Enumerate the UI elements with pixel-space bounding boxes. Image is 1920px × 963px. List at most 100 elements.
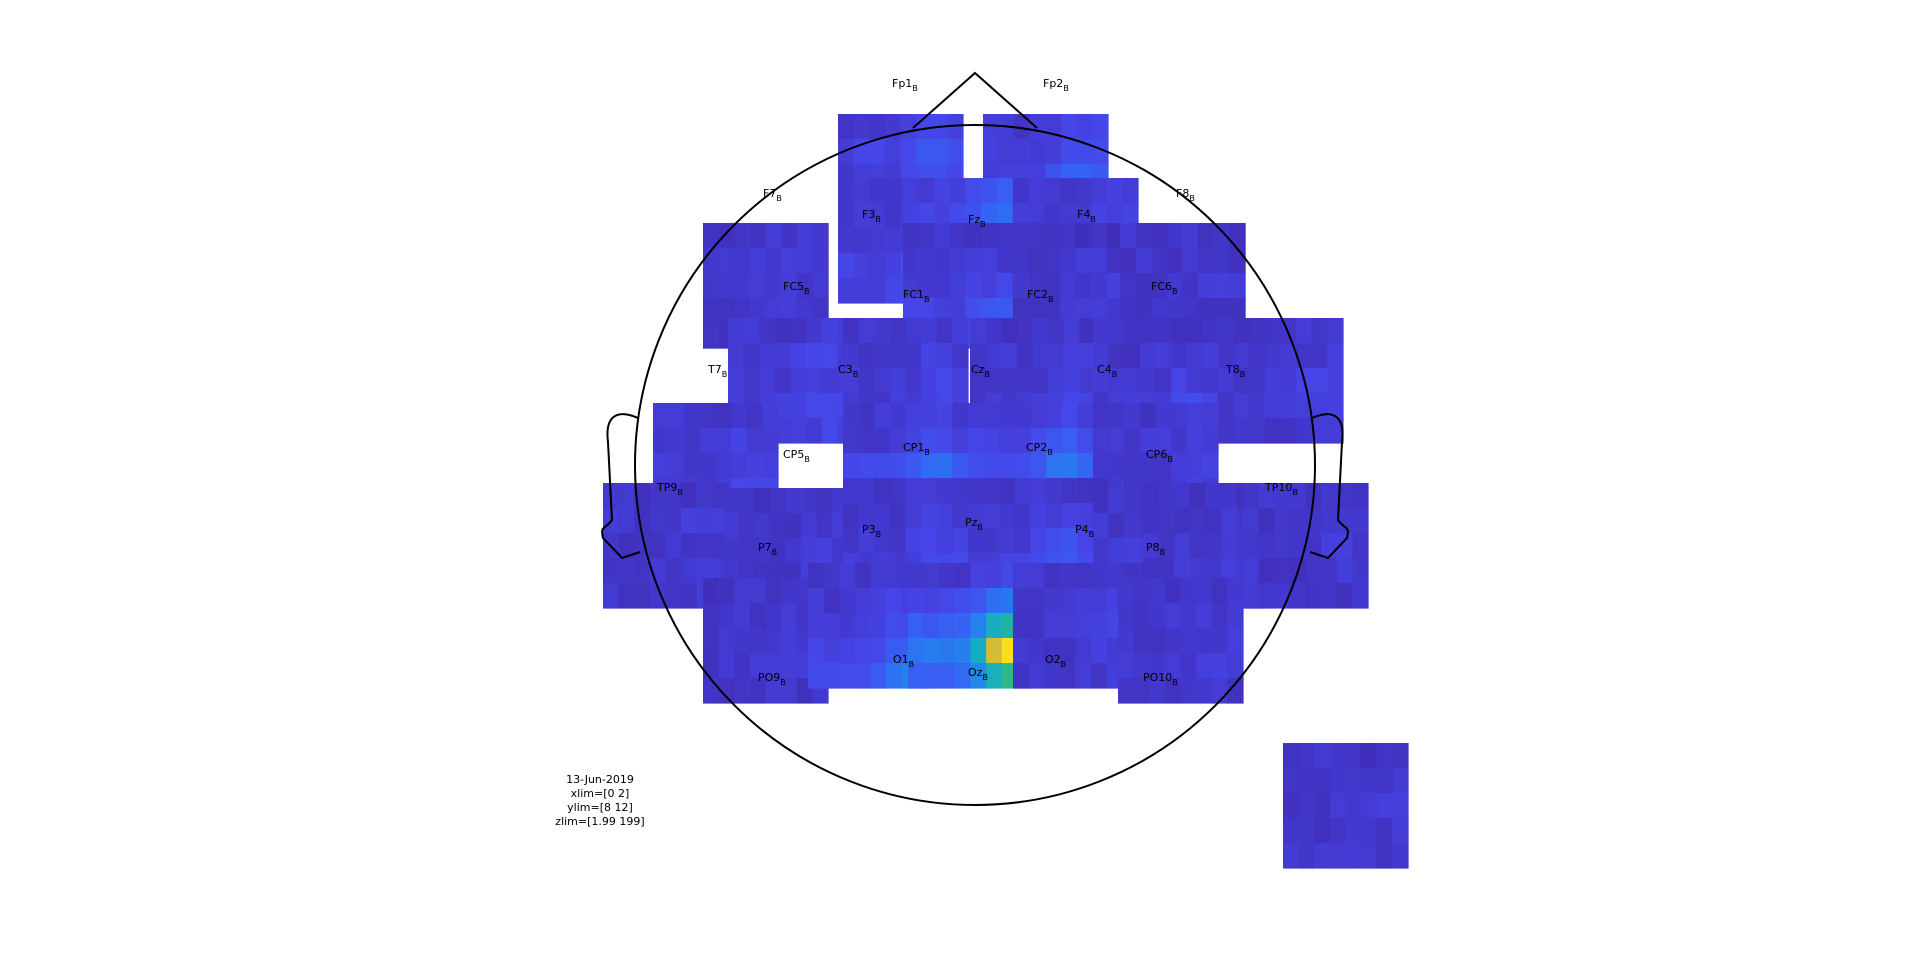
tile-cell (854, 588, 872, 614)
tile-cell (774, 368, 792, 394)
tile-cell (858, 528, 875, 554)
tile-cell (1079, 318, 1096, 344)
tile-cell (1305, 558, 1322, 584)
tile-cell (1361, 843, 1378, 869)
tile-cell (703, 223, 720, 249)
tile-cell (1227, 578, 1244, 604)
tile-cell (970, 318, 987, 344)
tile-cell (1091, 223, 1108, 249)
tile-cell (1108, 318, 1125, 344)
tile-cell (1059, 248, 1077, 274)
tile-cell (889, 428, 907, 454)
tile-cell (839, 613, 856, 639)
tile-cell (965, 178, 982, 204)
tile-cell (1155, 403, 1172, 429)
nose-shape (912, 71, 1038, 129)
tile-cell (806, 318, 823, 344)
tile-cell (746, 403, 763, 429)
tile-cell (981, 273, 998, 299)
tile-cell (983, 503, 1000, 529)
tile-cell (731, 428, 748, 454)
tile-cell (1143, 533, 1160, 559)
tile-cell (936, 318, 953, 344)
tile-cell (649, 533, 667, 559)
tile-cell (838, 203, 855, 229)
tile-cell (870, 588, 887, 614)
tile-cell (858, 343, 875, 369)
tile-cell (823, 563, 840, 589)
tile-cell (1120, 273, 1137, 299)
tile-cell (821, 393, 838, 419)
tile-cell (1298, 768, 1315, 794)
tile-cell (1077, 403, 1094, 429)
tile-cell (1196, 678, 1213, 704)
tile-cell (965, 298, 982, 324)
tile-cell (843, 343, 860, 369)
tile-cell (1264, 318, 1282, 344)
tile-cell (908, 563, 925, 589)
tile-cell (634, 558, 651, 584)
tile-cell (781, 248, 798, 274)
tile-cell (996, 273, 1013, 299)
tile-cell (668, 453, 685, 479)
tile-cell (1289, 508, 1307, 534)
tile-cell (1135, 298, 1152, 324)
tile-cell (903, 178, 920, 204)
tile-cell (1213, 298, 1230, 324)
tile-cell (681, 583, 698, 609)
tile-cell (843, 478, 860, 504)
tile-cell (738, 538, 755, 564)
tile-cell (1321, 508, 1338, 534)
tile-cell (853, 114, 870, 140)
tile-cell (1014, 453, 1032, 479)
tile-cell (1336, 533, 1353, 559)
tile-cell (1164, 678, 1182, 704)
tile-cell (983, 114, 1000, 140)
tile-cell (1030, 478, 1047, 504)
channel-label-cp5: CP5B (783, 448, 810, 464)
tile-cell (1298, 793, 1315, 819)
tile-cell (939, 563, 956, 589)
tile-cell (1296, 343, 1313, 369)
tile-cell (823, 588, 840, 614)
tile-cell (952, 453, 969, 479)
tile-cell (785, 538, 802, 564)
tile-cell (1314, 768, 1331, 794)
tile-cell (838, 139, 855, 165)
tile-cell (838, 278, 855, 304)
tile-cell (1149, 653, 1166, 679)
tile-cell (774, 343, 792, 369)
tile-cell (1122, 178, 1139, 204)
tile-cell (921, 478, 938, 504)
tile-cell (996, 178, 1013, 204)
tile-cell (1314, 843, 1331, 869)
tile-cell (905, 478, 922, 504)
tile-cell (1186, 343, 1203, 369)
info-date: 13-Jun-2019 (566, 773, 634, 786)
tile-cell (921, 368, 938, 394)
tile-cell (1164, 628, 1182, 654)
tile-cell (1028, 588, 1045, 614)
tile-cell (947, 114, 964, 140)
tile-cell (718, 578, 735, 604)
tile-cell (1376, 843, 1393, 869)
tile-cell (823, 663, 840, 689)
tile-cell (1046, 403, 1063, 429)
tile-cell (853, 253, 870, 279)
tile-cell (703, 653, 720, 679)
tile-cell (759, 343, 776, 369)
tile-cell (999, 403, 1016, 429)
tile-cell (1059, 298, 1077, 324)
tile-cell (1311, 318, 1328, 344)
tile-cell (1014, 503, 1032, 529)
tile-cell (1048, 318, 1065, 344)
tile-cell (1361, 818, 1378, 844)
tile-cell (781, 578, 798, 604)
tile-cell (1149, 678, 1166, 704)
tile-cell (1283, 793, 1300, 819)
tile-cell (1093, 403, 1110, 429)
tile-cell (1274, 508, 1291, 534)
tile-cell (1013, 203, 1030, 229)
tile-cell (1143, 558, 1160, 584)
channel-label-fc6: FC6B (1151, 280, 1178, 296)
